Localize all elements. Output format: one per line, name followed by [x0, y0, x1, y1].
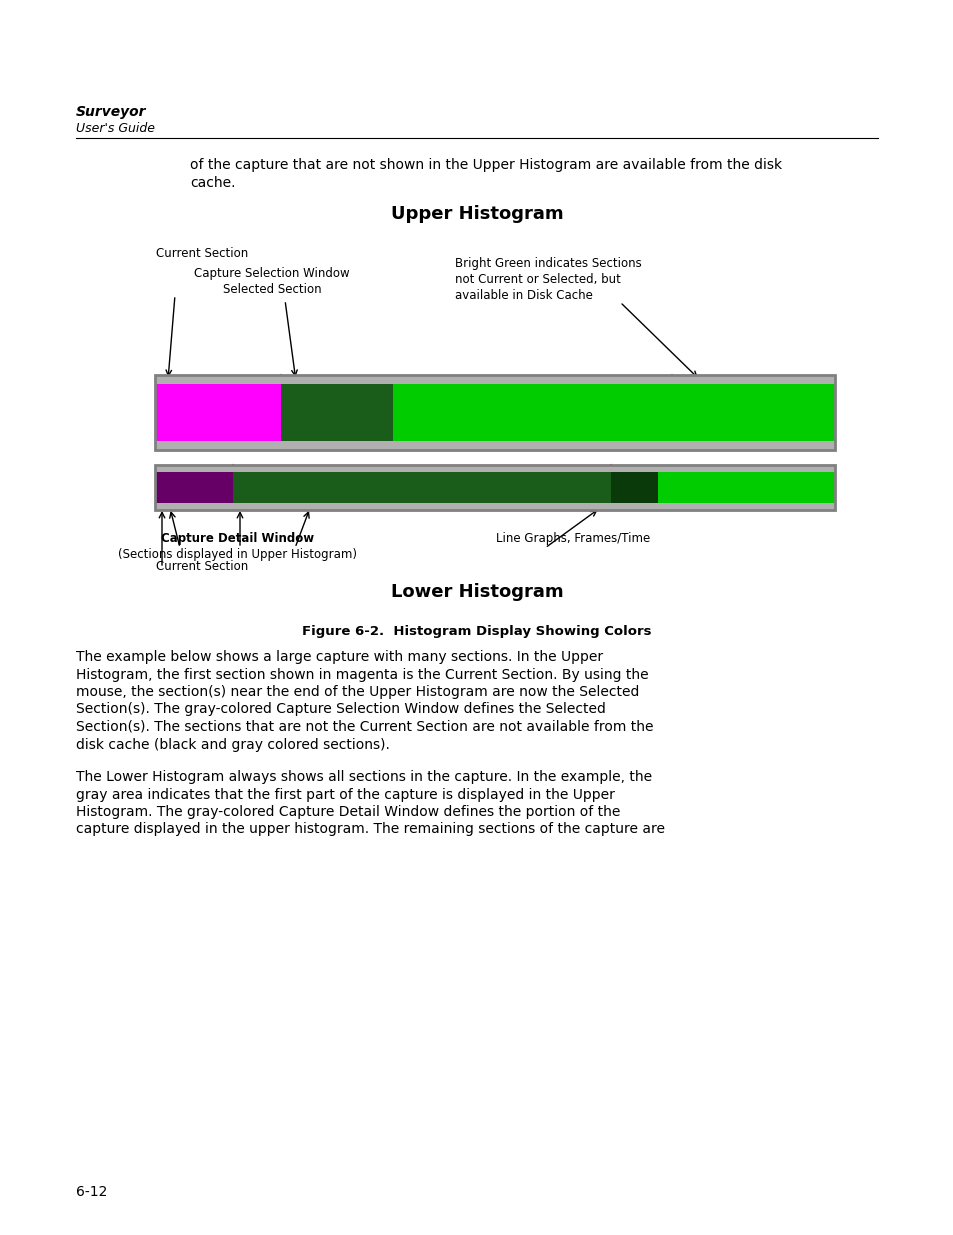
Text: Section(s). The sections that are not the Current Section are not available from: Section(s). The sections that are not th…	[76, 720, 653, 734]
Text: available in Disk Cache: available in Disk Cache	[455, 289, 592, 303]
Text: The Lower Histogram always shows all sections in the capture. In the example, th: The Lower Histogram always shows all sec…	[76, 769, 652, 784]
Text: Histogram. The gray-colored Capture Detail Window defines the portion of the: Histogram. The gray-colored Capture Deta…	[76, 805, 619, 819]
Text: Current Section: Current Section	[156, 559, 248, 573]
Text: capture displayed in the upper histogram. The remaining sections of the capture : capture displayed in the upper histogram…	[76, 823, 664, 836]
Text: cache.: cache.	[190, 177, 235, 190]
Text: Current Section: Current Section	[156, 247, 248, 261]
Text: Histogram, the first section shown in magenta is the Current Section. By using t: Histogram, the first section shown in ma…	[76, 667, 648, 682]
Text: 6-12: 6-12	[76, 1186, 108, 1199]
Text: Bright Green indicates Sections: Bright Green indicates Sections	[455, 257, 641, 270]
Text: Capture Selection Window: Capture Selection Window	[194, 267, 350, 280]
Text: Line Graphs, Frames/Time: Line Graphs, Frames/Time	[496, 532, 650, 545]
Text: The example below shows a large capture with many sections. In the Upper: The example below shows a large capture …	[76, 650, 602, 664]
Text: Capture Detail Window: Capture Detail Window	[161, 532, 314, 545]
Text: mouse, the section(s) near the end of the Upper Histogram are now the Selected: mouse, the section(s) near the end of th…	[76, 685, 639, 699]
Text: disk cache (black and gray colored sections).: disk cache (black and gray colored secti…	[76, 737, 390, 752]
Text: Section(s). The gray-colored Capture Selection Window defines the Selected: Section(s). The gray-colored Capture Sel…	[76, 703, 605, 716]
Text: gray area indicates that the first part of the capture is displayed in the Upper: gray area indicates that the first part …	[76, 788, 615, 802]
Text: of the capture that are not shown in the Upper Histogram are available from the : of the capture that are not shown in the…	[190, 158, 781, 172]
Text: (Sections displayed in Upper Histogram): (Sections displayed in Upper Histogram)	[118, 548, 357, 561]
Text: not Current or Selected, but: not Current or Selected, but	[455, 273, 620, 287]
Text: Selected Section: Selected Section	[222, 283, 321, 296]
Text: Figure 6-2.  Histogram Display Showing Colors: Figure 6-2. Histogram Display Showing Co…	[302, 625, 651, 638]
Text: Surveyor: Surveyor	[76, 105, 147, 119]
Text: Upper Histogram: Upper Histogram	[391, 205, 562, 224]
Text: Lower Histogram: Lower Histogram	[391, 583, 562, 601]
Text: User's Guide: User's Guide	[76, 122, 154, 135]
